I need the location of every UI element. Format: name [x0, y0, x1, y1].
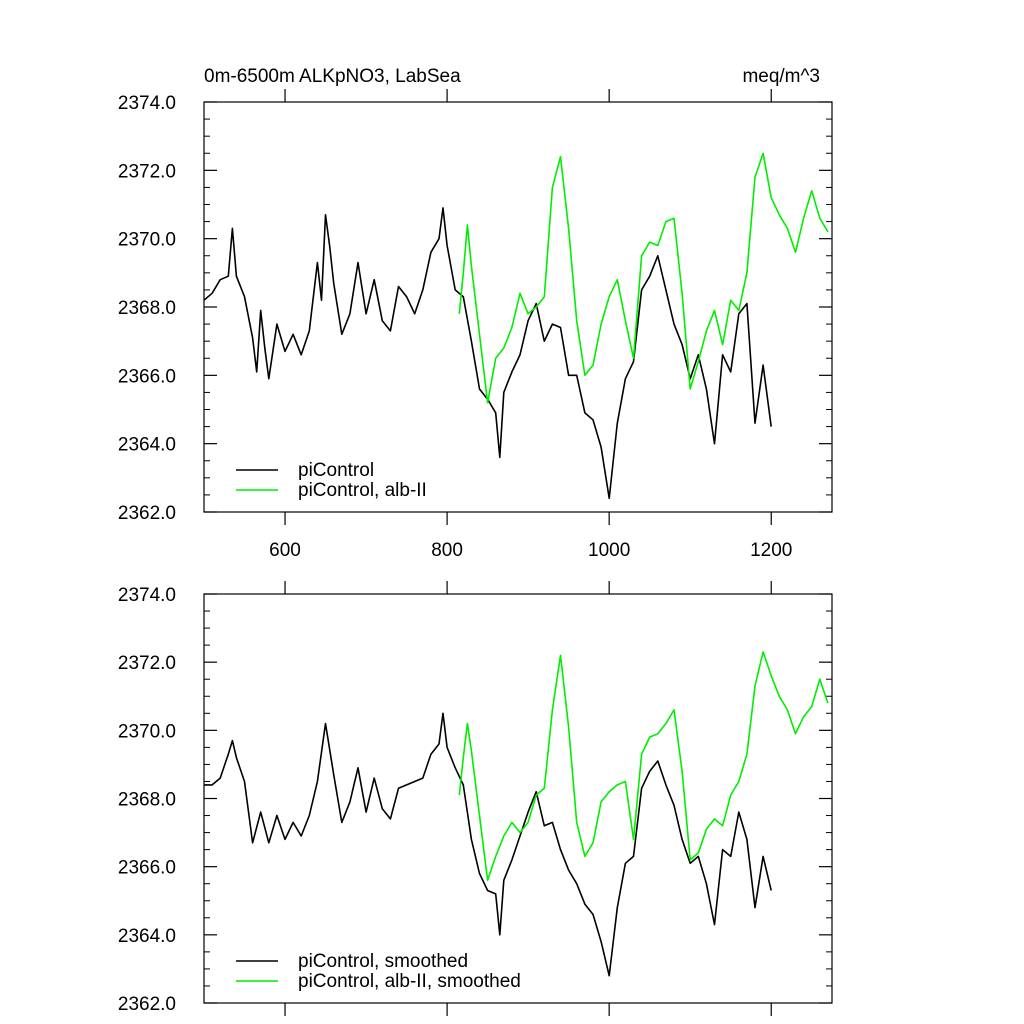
- top-y-tick-label: 2374.0: [118, 93, 176, 114]
- bottom-y-tick-label: 2374.0: [118, 585, 176, 606]
- bottom-y-tick-label: 2366.0: [118, 858, 176, 879]
- top-y-tick-label: 2364.0: [118, 435, 176, 456]
- bottom-chart-panel: 2362.0 2364.0 2366.0 2368.0 2370.0 2372.0 2374…: [118, 581, 833, 1016]
- top-x-tick-label: 1000: [588, 540, 630, 561]
- top-y-tick-label: 2366.0: [118, 366, 176, 387]
- top-y-tick-label: 2370.0: [118, 230, 176, 251]
- top-legend-label-0: piControl: [298, 460, 374, 481]
- top-x-tick-label: 1200: [750, 540, 792, 561]
- bottom-y-tick-label: 2362.0: [118, 994, 176, 1015]
- top-legend-label-1: piControl, alb-II: [298, 480, 427, 501]
- top-x-tick-label: 800: [431, 540, 463, 561]
- top-y-tick-label: 2368.0: [118, 298, 176, 319]
- bottom-series-line-1: [458, 651, 829, 882]
- bottom-y-tick-label: 2364.0: [118, 926, 176, 947]
- bottom-legend-label-1: piControl, alb-II, smoothed: [298, 971, 521, 992]
- top-x-tick-label: 600: [269, 540, 301, 561]
- bottom-series-line-0: [204, 712, 772, 977]
- figure-title: 0m-6500m ALKpNO3, LabSea: [204, 66, 461, 87]
- bottom-y-tick-label: 2368.0: [118, 790, 176, 811]
- top-chart-panel: 2362.0 2364.0 2366.0 2368.0 2370.0 2372.0 2374…: [118, 89, 833, 561]
- top-plot-frame: [203, 101, 833, 513]
- bottom-y-tick-label: 2370.0: [118, 721, 176, 742]
- units-label: meq/m^3: [742, 66, 820, 87]
- top-y-tick-label: 2362.0: [118, 503, 176, 524]
- top-series-line-0: [203, 207, 772, 500]
- top-series-line-1: [458, 152, 829, 404]
- bottom-plot-frame: [203, 593, 833, 1004]
- top-y-tick-label: 2372.0: [118, 161, 176, 182]
- bottom-y-tick-label: 2372.0: [118, 653, 176, 674]
- bottom-legend-label-0: piControl, smoothed: [298, 951, 468, 972]
